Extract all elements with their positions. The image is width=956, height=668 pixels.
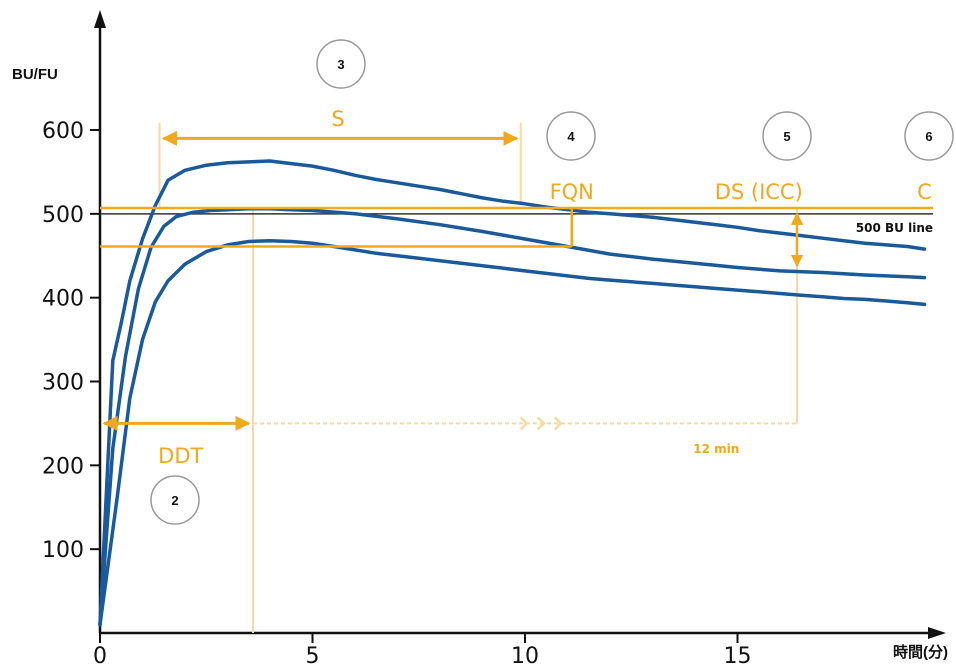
chevron-mark xyxy=(519,416,529,431)
step-marker-circle xyxy=(546,111,596,161)
chevron-mark xyxy=(536,416,546,431)
ds-label: DS (ICC) xyxy=(715,180,803,204)
twelve-min-label: 12 min xyxy=(693,442,739,456)
step-marker-circle xyxy=(316,39,366,89)
c-label: C xyxy=(917,180,932,204)
y-tick-label: 100 xyxy=(42,538,84,563)
y-tick-label: 300 xyxy=(42,371,84,396)
step-marker-label: 6 xyxy=(925,129,932,144)
x-ticks: 0 5 10 15 xyxy=(93,633,752,668)
x-tick-label: 10 xyxy=(511,644,539,668)
step-marker-label: 3 xyxy=(337,57,344,72)
step-marker-circle xyxy=(762,111,812,161)
series-group xyxy=(98,159,927,627)
reference-line-label: 500 BU line xyxy=(856,221,933,235)
chevron-mark xyxy=(553,416,563,431)
series-line-3 xyxy=(98,238,927,627)
fqn-label: FQN xyxy=(550,180,594,204)
y-axis-title: BU/FU xyxy=(12,66,58,83)
x-tick-label: 5 xyxy=(306,644,320,668)
y-ticks: 100 200 300 400 500 600 xyxy=(42,119,100,563)
x-tick-label: 15 xyxy=(724,644,752,668)
step-marker-label: 5 xyxy=(783,129,790,144)
x-axis-arrow xyxy=(928,627,946,639)
annotations: S DDT FQN DS (ICC) C 12 min 2 3 4 5 6 xyxy=(100,39,954,525)
series-line-1 xyxy=(98,159,927,627)
step-marker-label: 4 xyxy=(567,129,575,144)
step-marker-circle xyxy=(904,111,954,161)
x-tick-label: 0 xyxy=(93,644,107,668)
y-tick-label: 400 xyxy=(42,287,84,312)
step-marker-circle xyxy=(150,475,200,525)
s-label: S xyxy=(331,107,344,131)
series-line-2 xyxy=(98,207,927,627)
step-marker-label: 2 xyxy=(171,493,178,508)
y-tick-label: 200 xyxy=(42,454,84,479)
y-tick-label: 500 xyxy=(42,203,84,228)
y-axis-arrow xyxy=(94,10,106,28)
annotation-guides xyxy=(158,122,798,633)
y-tick-label: 600 xyxy=(42,119,84,144)
x-axis-title: 時間(分) xyxy=(893,643,948,661)
ddt-label: DDT xyxy=(158,444,203,468)
